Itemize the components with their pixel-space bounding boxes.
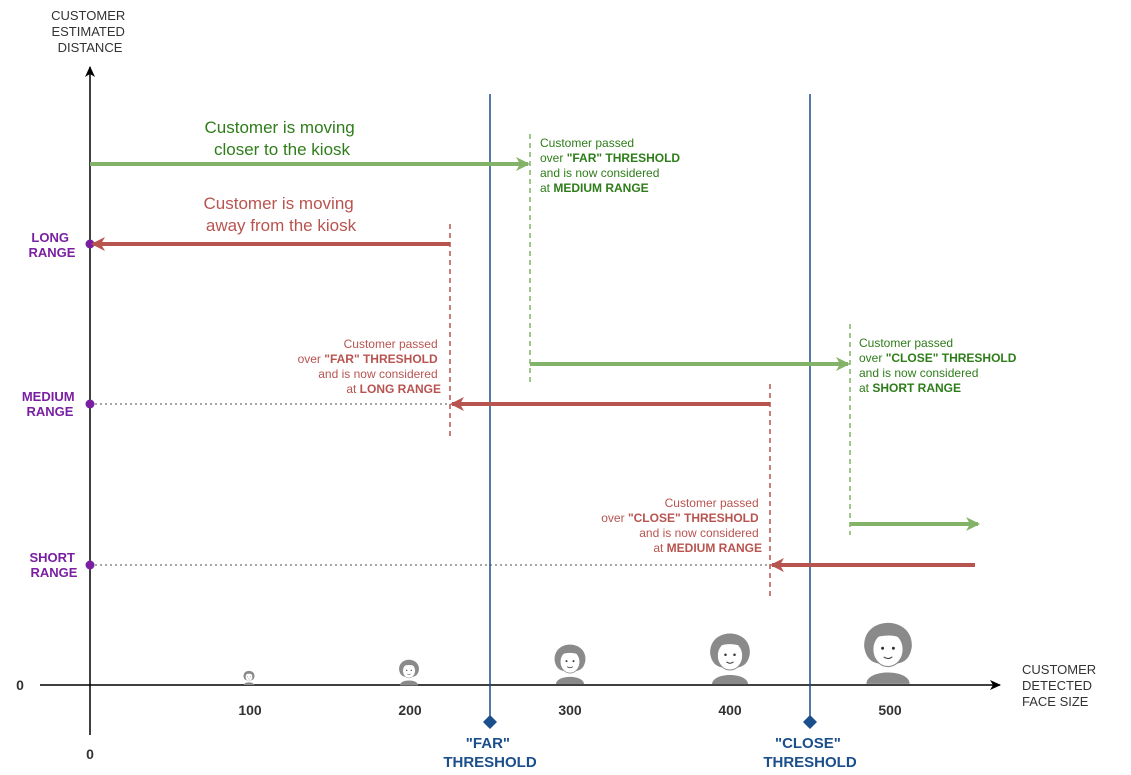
face-icon-300 — [554, 644, 586, 685]
medium-range-marker — [85, 399, 95, 409]
face-icon-100 — [243, 670, 255, 686]
short-range-marker — [85, 560, 95, 570]
far-threshold-diamond — [483, 715, 497, 729]
moving-away-caption: Customer is moving away from the kiosk — [204, 194, 359, 235]
y-zero-label: 0 — [16, 677, 24, 693]
far-threshold-label: "FAR" THRESHOLD — [443, 735, 537, 771]
x-zero-label: 0 — [86, 746, 94, 762]
x-tick-100: 100 — [238, 702, 262, 718]
long-range-label: LONG RANGE — [29, 230, 76, 260]
face-icon-500 — [863, 622, 913, 685]
x-tick-200: 200 — [398, 702, 422, 718]
x-tick-400: 400 — [718, 702, 742, 718]
short-range-label: SHORT RANGE — [29, 550, 78, 580]
face-icon-200 — [398, 659, 420, 686]
close-threshold-diamond — [803, 715, 817, 729]
x-tick-300: 300 — [558, 702, 582, 718]
note-green-far: Customer passed over "FAR" THRESHOLD and… — [540, 136, 683, 195]
note-green-close: Customer passed over "CLOSE" THRESHOLD a… — [859, 336, 1020, 395]
moving-closer-caption: Customer is moving closer to the kiosk — [205, 118, 360, 159]
x-axis-label: CUSTOMER DETECTED FACE SIZE — [1022, 662, 1100, 709]
note-red-close: Customer passed over "CLOSE" THRESHOLD a… — [601, 496, 762, 555]
x-tick-500: 500 — [878, 702, 902, 718]
note-red-far: Customer passed over "FAR" THRESHOLD and… — [298, 337, 441, 396]
y-axis-label: CUSTOMER ESTIMATED DISTANCE — [51, 8, 129, 55]
close-threshold-label: "CLOSE" THRESHOLD — [763, 735, 857, 771]
face-icon-400 — [709, 633, 751, 685]
medium-range-label: MEDIUM RANGE — [22, 389, 78, 419]
